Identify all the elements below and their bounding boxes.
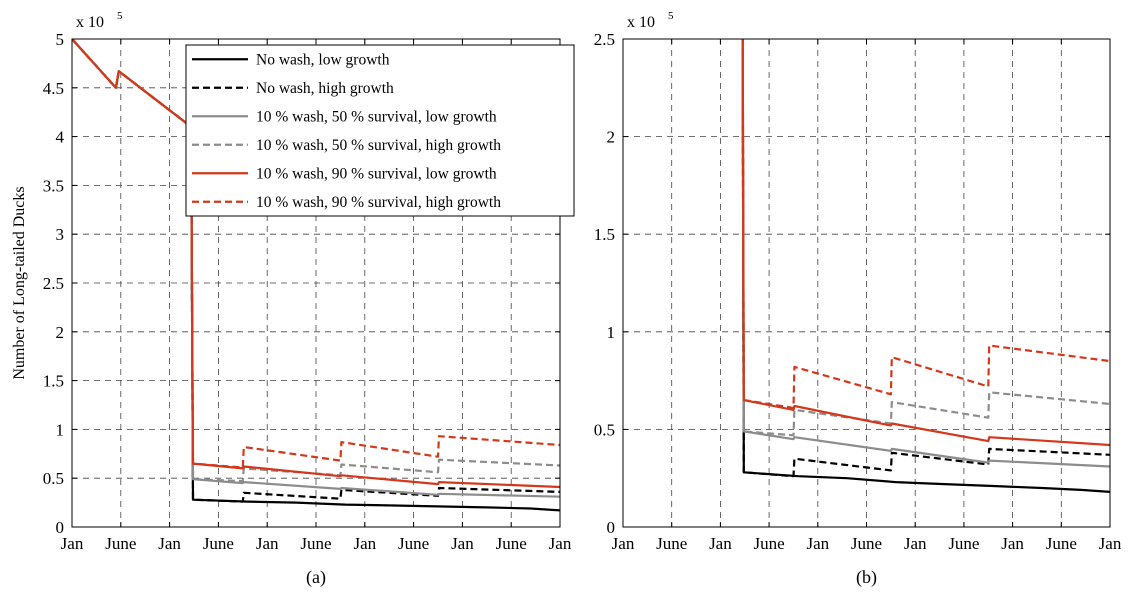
y-tick-label: 1.5 <box>594 225 615 244</box>
x-tick-label: Jan <box>451 534 474 553</box>
x-tick-label: June <box>948 534 979 553</box>
x-tick-label: June <box>1046 534 1077 553</box>
x-tick-label: Jan <box>61 534 84 553</box>
series-group <box>741 39 1110 493</box>
y-tick-label: 4 <box>56 128 65 147</box>
y-tick-label: 2.5 <box>594 30 615 49</box>
x-tick-label: Jan <box>612 534 635 553</box>
y-tick-label: 0.5 <box>594 420 615 439</box>
legend-label-2: No wash, high growth <box>256 80 394 97</box>
y-tick-label: 2 <box>56 323 65 342</box>
y-tick-label: 0 <box>607 518 616 537</box>
chart-panel-1: 0 0.5 1 1.5 2 2.5 3 3.5 4 4.5 5 Jan June Jan June Jan Ju… <box>11 10 575 588</box>
x-tick-label: June <box>203 534 234 553</box>
y-tick-label: 1 <box>607 323 616 342</box>
x-tick-label: June <box>105 534 136 553</box>
legend-label-3: 10 % wash, 50 % survival, low growth <box>256 108 497 125</box>
series-group <box>72 39 560 512</box>
panel-label: (b) <box>856 567 877 588</box>
x-tick-label: Jan <box>256 534 279 553</box>
y-tick-label: 4.5 <box>43 79 64 98</box>
y-tick-label: 2.5 <box>43 274 64 293</box>
series-line-6 <box>72 39 560 469</box>
panel-label: (a) <box>306 567 326 588</box>
y-tick-label: 3 <box>56 225 65 244</box>
x-tick-label: June <box>496 534 527 553</box>
x-tick-label: June <box>300 534 331 553</box>
y-tick-label: 2 <box>607 128 616 147</box>
x-tick-label: June <box>754 534 785 553</box>
x-tick-label: Jan <box>158 534 181 553</box>
x-tick-label: Jan <box>904 534 927 553</box>
y-tick-label: 1 <box>56 420 65 439</box>
legend-label-6: 10 % wash, 90 % survival, high growth <box>256 194 501 211</box>
y-tick-label: 0.5 <box>43 469 64 488</box>
series-line-6 <box>741 39 1110 409</box>
legend-label-4: 10 % wash, 50 % survival, high growth <box>256 137 501 154</box>
legend-label-1: No wash, low growth <box>256 51 390 68</box>
x-tick-label: June <box>398 534 429 553</box>
x-tick-label: Jan <box>353 534 376 553</box>
legend: No wash, low growth No wash, high growth 1… <box>185 44 575 217</box>
legend-label-5: 10 % wash, 90 % survival, low growth <box>256 165 497 182</box>
y-multiplier-exponent: 5 <box>668 10 674 22</box>
x-tick-label: Jan <box>1001 534 1024 553</box>
y-tick-label: 5 <box>56 30 65 49</box>
x-tick-label: June <box>656 534 687 553</box>
y-axis-label: Number of Long-tailed Ducks <box>11 186 28 379</box>
series-line-1 <box>741 39 1110 493</box>
y-tick-label: 3.5 <box>43 176 64 195</box>
chart-panel-2: 0 0.5 1 1.5 2 2.5 Jan June Jan June Jan June Jan June… <box>594 10 1122 588</box>
series-line-4 <box>741 39 1110 437</box>
x-tick-label: Jan <box>806 534 829 553</box>
x-tick-label: Jan <box>549 534 572 553</box>
series-line-3 <box>741 39 1110 468</box>
y-multiplier: x 10 <box>76 14 104 31</box>
y-tick-label: 1.5 <box>43 372 64 391</box>
x-tick-label: Jan <box>709 534 732 553</box>
y-tick-label: 0 <box>56 518 65 537</box>
legend-box <box>185 44 575 217</box>
y-multiplier-exponent: 5 <box>117 10 123 22</box>
x-tick-label: Jan <box>1099 534 1122 553</box>
y-multiplier: x 10 <box>627 14 655 31</box>
x-tick-label: June <box>851 534 882 553</box>
